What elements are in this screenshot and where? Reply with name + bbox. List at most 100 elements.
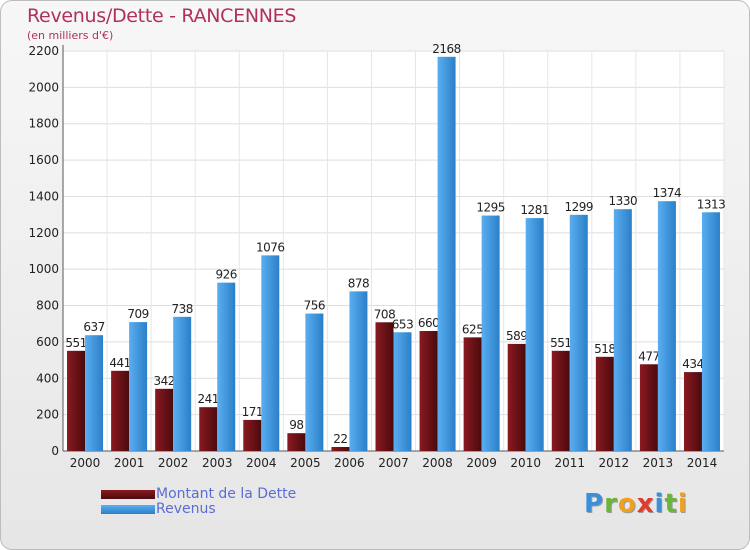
bar-revenus: [701, 212, 720, 451]
y-tick-label: 1400: [28, 189, 59, 203]
y-tick-label: 1000: [28, 262, 59, 276]
x-tick-label: 2002: [158, 456, 189, 470]
bar-debt: [111, 370, 130, 451]
bar-revenus: [481, 215, 500, 451]
data-label-revenus: 1299: [564, 200, 593, 214]
bar-debt: [155, 388, 174, 451]
data-label-debt: 660: [418, 316, 439, 330]
data-label-revenus: 738: [171, 302, 192, 316]
data-label-debt: 171: [242, 405, 263, 419]
chart-title: Revenus/Dette - RANCENNES: [27, 5, 297, 27]
bar-debt: [507, 343, 526, 451]
bar-debt: [595, 356, 614, 451]
bar-revenus: [393, 332, 412, 451]
x-tick-label: 2012: [599, 456, 630, 470]
y-tick-label: 2000: [28, 80, 59, 94]
bar-debt: [331, 447, 350, 451]
legend-swatch-revenus: [101, 505, 155, 514]
data-label-debt: 625: [462, 322, 483, 336]
logo-letter: x: [636, 489, 655, 519]
data-label-debt: 518: [594, 342, 615, 356]
legend-swatch-dette: [101, 490, 155, 499]
data-label-revenus: 637: [83, 320, 104, 334]
bar-debt: [67, 350, 86, 451]
x-tick-label: 2004: [246, 456, 277, 470]
bar-revenus: [173, 316, 192, 451]
bar-revenus: [437, 56, 456, 452]
bar-debt: [375, 322, 394, 451]
data-label-debt: 708: [374, 307, 395, 321]
data-label-revenus: 756: [304, 299, 325, 313]
y-tick-label: 1600: [28, 153, 59, 167]
x-tick-label: 2007: [378, 456, 409, 470]
bar-revenus: [261, 255, 280, 451]
bar-debt: [683, 372, 702, 451]
bar-debt: [463, 337, 482, 451]
data-label-revenus: 709: [127, 307, 148, 321]
bar-revenus: [569, 214, 588, 451]
y-tick-label: 400: [36, 371, 59, 385]
data-label-debt: 551: [65, 336, 86, 350]
x-tick-label: 2008: [422, 456, 453, 470]
data-label-revenus: 1295: [476, 201, 505, 215]
bar-revenus: [129, 322, 148, 451]
y-tick-label: 600: [36, 335, 59, 349]
bar-debt: [639, 364, 658, 451]
y-tick-label: 2200: [28, 44, 59, 58]
x-tick-label: 2000: [70, 456, 101, 470]
logo-letter: i: [654, 489, 665, 519]
y-tick-label: 0: [51, 444, 59, 458]
data-label-debt: 241: [198, 392, 219, 406]
bar-revenus: [349, 291, 368, 451]
data-label-revenus: 1374: [653, 186, 682, 200]
data-label-revenus: 1313: [697, 197, 726, 211]
logo-letter: i: [677, 489, 688, 519]
data-label-debt: 342: [153, 374, 174, 388]
legend-label-revenus: Revenus: [156, 501, 216, 517]
data-label-revenus: 2168: [432, 42, 461, 56]
data-label-revenus: 1076: [256, 240, 285, 254]
bar-revenus: [657, 201, 676, 451]
proxiti-logo: Proxiti: [584, 489, 688, 519]
data-label-debt: 551: [550, 336, 571, 350]
data-label-debt: 477: [638, 349, 659, 363]
bar-revenus: [525, 218, 544, 451]
x-tick-label: 2013: [643, 456, 674, 470]
x-tick-label: 2001: [114, 456, 145, 470]
data-label-debt: 441: [109, 356, 130, 370]
data-label-debt: 98: [289, 418, 303, 432]
x-tick-label: 2009: [466, 456, 497, 470]
y-tick-label: 200: [36, 408, 59, 422]
legend-label-dette: Montant de la Dette: [156, 486, 297, 502]
x-tick-label: 2010: [510, 456, 541, 470]
logo-letter: r: [604, 489, 618, 519]
data-label-debt: 434: [682, 357, 703, 371]
bar-debt: [199, 407, 218, 451]
bar-debt: [551, 350, 570, 451]
bar-revenus: [85, 335, 104, 451]
bar-revenus: [305, 313, 324, 451]
bar-chart: 0 200 400 600 800 1000 1200 1400 1600 1800 2000 220…: [28, 42, 726, 470]
y-tick-label: 1200: [28, 226, 59, 240]
x-tick-label: 2006: [334, 456, 365, 470]
y-tick-label: 1800: [28, 117, 59, 131]
x-tick-label: 2014: [687, 456, 718, 470]
bar-debt: [419, 331, 438, 451]
bar-revenus: [613, 209, 632, 451]
data-label-revenus: 878: [348, 276, 369, 290]
bar-revenus: [217, 282, 236, 451]
y-tick-label: 800: [36, 299, 59, 313]
data-label-debt: 589: [506, 329, 527, 343]
data-label-revenus: 926: [216, 268, 237, 282]
logo-letter: o: [617, 489, 637, 519]
x-tick-label: 2005: [290, 456, 321, 470]
bar-debt: [287, 433, 306, 451]
chart-subtitle: (en milliers d'€): [27, 29, 114, 42]
x-tick-label: 2003: [202, 456, 233, 470]
data-label-debt: 22: [333, 432, 347, 446]
data-label-revenus: 653: [392, 317, 413, 331]
x-tick-label: 2011: [554, 456, 585, 470]
data-label-revenus: 1330: [609, 194, 638, 208]
data-label-revenus: 1281: [520, 203, 549, 217]
